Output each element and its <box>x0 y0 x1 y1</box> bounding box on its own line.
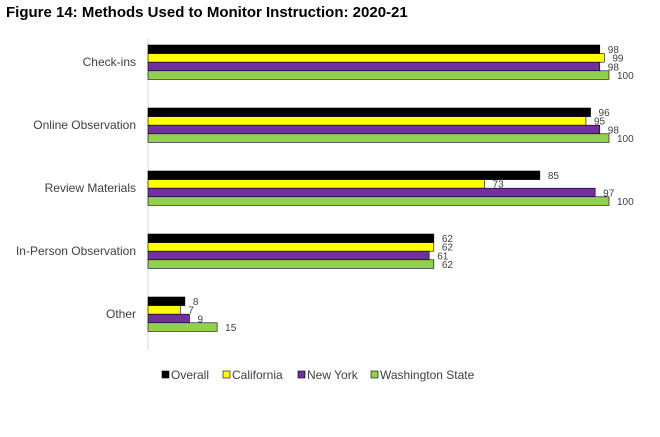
bar <box>147 170 541 180</box>
bar <box>147 296 186 306</box>
data-label: 85 <box>548 171 560 182</box>
data-label: 8 <box>193 297 199 308</box>
data-label: 98 <box>608 45 620 56</box>
bar <box>147 259 435 269</box>
bar <box>147 187 596 198</box>
bar <box>147 107 591 117</box>
bar <box>147 250 430 261</box>
legend-entry: Washington State <box>380 368 475 382</box>
legend-entry: Overall <box>171 368 209 382</box>
data-label: 100 <box>617 134 634 145</box>
category-label: Check-ins <box>83 55 136 69</box>
category-label: In-Person Observation <box>16 244 136 258</box>
bar <box>147 124 601 135</box>
data-label: 62 <box>442 234 454 245</box>
data-label: 62 <box>442 243 454 254</box>
data-label: 99 <box>612 54 624 65</box>
category-label: Online Observation <box>33 118 136 132</box>
data-label: 61 <box>437 251 449 262</box>
data-label: 62 <box>442 260 454 271</box>
bar <box>147 196 610 206</box>
data-label: 100 <box>617 71 634 82</box>
data-label: 96 <box>599 108 611 119</box>
data-label: 97 <box>603 188 615 199</box>
bar <box>147 313 190 324</box>
category-label: Other <box>106 307 136 321</box>
bar <box>147 305 181 315</box>
bar <box>147 242 435 252</box>
bar <box>147 53 605 63</box>
bar <box>147 322 218 332</box>
category-label: Review Materials <box>45 181 136 195</box>
legend-swatch <box>222 370 231 379</box>
data-label: 7 <box>188 306 194 317</box>
bar <box>147 61 601 72</box>
data-label: 9 <box>197 314 203 325</box>
data-label: 98 <box>608 62 620 73</box>
bar <box>147 233 435 243</box>
data-label: 15 <box>225 323 237 334</box>
data-label: 98 <box>608 125 620 136</box>
bar <box>147 116 587 126</box>
data-label: 95 <box>594 117 606 128</box>
data-label: 73 <box>493 180 505 191</box>
bar <box>147 179 485 189</box>
bar <box>147 44 601 54</box>
data-label: 100 <box>617 197 634 208</box>
chart-title: Figure 14: Methods Used to Monitor Instr… <box>6 4 408 21</box>
legend-entry: California <box>232 368 283 382</box>
bar <box>147 133 610 143</box>
legend-entry: New York <box>307 368 359 382</box>
legend-swatch <box>297 370 306 379</box>
bar <box>147 70 610 80</box>
legend-swatch <box>370 370 379 379</box>
legend-swatch <box>161 370 170 379</box>
